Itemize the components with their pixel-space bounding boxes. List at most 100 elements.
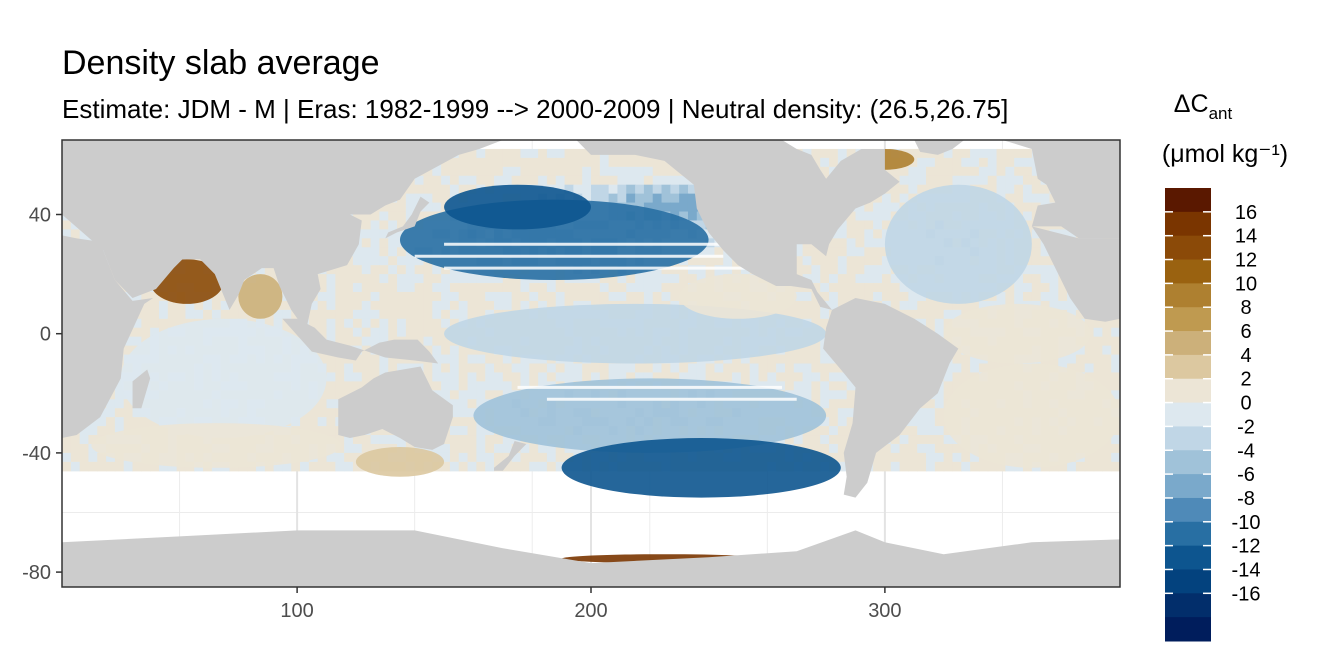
legend-swatch bbox=[1165, 450, 1211, 475]
ocean-cell bbox=[864, 291, 874, 302]
ocean-cell bbox=[679, 184, 689, 195]
ocean-cell bbox=[652, 202, 663, 213]
ocean-cell bbox=[414, 336, 425, 347]
land-africa bbox=[62, 140, 154, 438]
ocean-cell bbox=[388, 220, 398, 230]
ocean-cell bbox=[441, 309, 451, 320]
ocean-cell bbox=[361, 211, 372, 222]
ocean-cell bbox=[961, 157, 971, 168]
ocean-cell bbox=[802, 300, 813, 311]
ocean-cell bbox=[344, 318, 354, 329]
ocean-cell bbox=[441, 336, 451, 347]
ocean-cell bbox=[308, 426, 319, 436]
ocean-cell bbox=[1023, 184, 1033, 195]
ocean-cell bbox=[467, 443, 477, 454]
ocean-cell bbox=[811, 354, 821, 365]
ocean-cell bbox=[952, 372, 962, 382]
ocean-cell bbox=[511, 148, 522, 159]
ocean-cell bbox=[961, 372, 971, 382]
ocean-cell bbox=[978, 363, 989, 374]
ocean-cell bbox=[62, 461, 72, 472]
ocean-cell bbox=[432, 443, 442, 454]
ocean-cell bbox=[485, 381, 495, 391]
ocean-cell bbox=[485, 274, 495, 284]
legend-swatch bbox=[1165, 474, 1211, 499]
ocean-cell bbox=[106, 426, 116, 436]
ocean-cell bbox=[449, 363, 460, 374]
ocean-cell bbox=[820, 148, 830, 159]
ocean-cell bbox=[476, 175, 486, 186]
ocean-cell bbox=[573, 157, 583, 168]
ocean-cell bbox=[1111, 354, 1120, 365]
ocean-cell bbox=[1040, 274, 1051, 284]
ocean-cell bbox=[150, 318, 160, 329]
ocean-cell bbox=[1102, 363, 1112, 374]
ocean-cell bbox=[846, 256, 857, 266]
ocean-cell bbox=[414, 309, 425, 320]
ocean-cell bbox=[397, 318, 407, 329]
ocean-cell bbox=[511, 157, 522, 168]
ocean-cell bbox=[599, 166, 610, 177]
ocean-cell bbox=[987, 166, 998, 177]
ocean-cell bbox=[643, 184, 654, 195]
ocean-cell bbox=[582, 372, 592, 382]
ocean-cell bbox=[335, 265, 345, 275]
ocean-cell bbox=[679, 274, 689, 284]
ocean-cell bbox=[441, 184, 451, 195]
ocean-cell bbox=[255, 265, 266, 275]
ocean-cell bbox=[591, 193, 601, 204]
ocean-cell bbox=[793, 345, 804, 356]
ocean-cell bbox=[352, 443, 363, 454]
ocean-cell bbox=[846, 390, 857, 400]
ocean-cell bbox=[996, 175, 1006, 186]
ocean-cell bbox=[141, 327, 151, 338]
ocean-cell bbox=[1014, 148, 1024, 159]
legend-label: 2 bbox=[1240, 369, 1251, 391]
chart-title: Density slab average bbox=[62, 44, 380, 82]
ocean-cell bbox=[635, 166, 645, 177]
ocean-cell bbox=[1111, 435, 1120, 445]
ocean-cell bbox=[317, 283, 328, 293]
ocean-cell bbox=[873, 229, 883, 239]
ocean-cell bbox=[643, 202, 654, 213]
ocean-cell bbox=[397, 220, 407, 230]
ocean-cell bbox=[485, 372, 495, 382]
ocean-cell bbox=[361, 274, 372, 284]
ocean-cell bbox=[1014, 193, 1024, 204]
ocean-cell bbox=[379, 274, 389, 284]
land-japan bbox=[385, 196, 430, 239]
ocean-cell bbox=[282, 300, 292, 311]
ocean-cell bbox=[273, 318, 284, 329]
ocean-cell bbox=[758, 372, 768, 382]
ocean-cell bbox=[820, 372, 830, 382]
ocean-cell bbox=[264, 461, 275, 472]
ocean-cell bbox=[1049, 291, 1059, 302]
land-europe bbox=[1002, 140, 1120, 239]
ocean-cell bbox=[485, 461, 495, 472]
ocean-cell bbox=[855, 202, 865, 213]
ocean-cell bbox=[555, 363, 566, 374]
ocean-cell bbox=[635, 291, 645, 302]
ocean-cell bbox=[1014, 202, 1024, 213]
ocean-cell bbox=[652, 193, 663, 204]
ocean-cell bbox=[793, 283, 804, 293]
ocean-cell bbox=[661, 157, 671, 168]
ocean-cell bbox=[326, 291, 336, 302]
ocean-cell bbox=[881, 274, 892, 284]
ocean-cell bbox=[458, 417, 469, 427]
ocean-cell bbox=[670, 265, 680, 275]
ocean-cell bbox=[485, 291, 495, 302]
ocean-cell bbox=[229, 309, 239, 320]
ocean-cell bbox=[397, 283, 407, 293]
ocean-cell bbox=[643, 175, 654, 186]
ocean-cell bbox=[1014, 274, 1024, 284]
ocean-cell bbox=[837, 435, 848, 445]
ocean-cell bbox=[811, 426, 821, 436]
ocean-cell bbox=[793, 256, 804, 266]
ocean-cell bbox=[591, 283, 601, 293]
data-patch bbox=[943, 303, 1091, 364]
ocean-cell bbox=[273, 461, 284, 472]
ocean-cell bbox=[476, 452, 486, 463]
legend-swatch bbox=[1165, 354, 1211, 380]
ocean-cell bbox=[335, 381, 345, 391]
